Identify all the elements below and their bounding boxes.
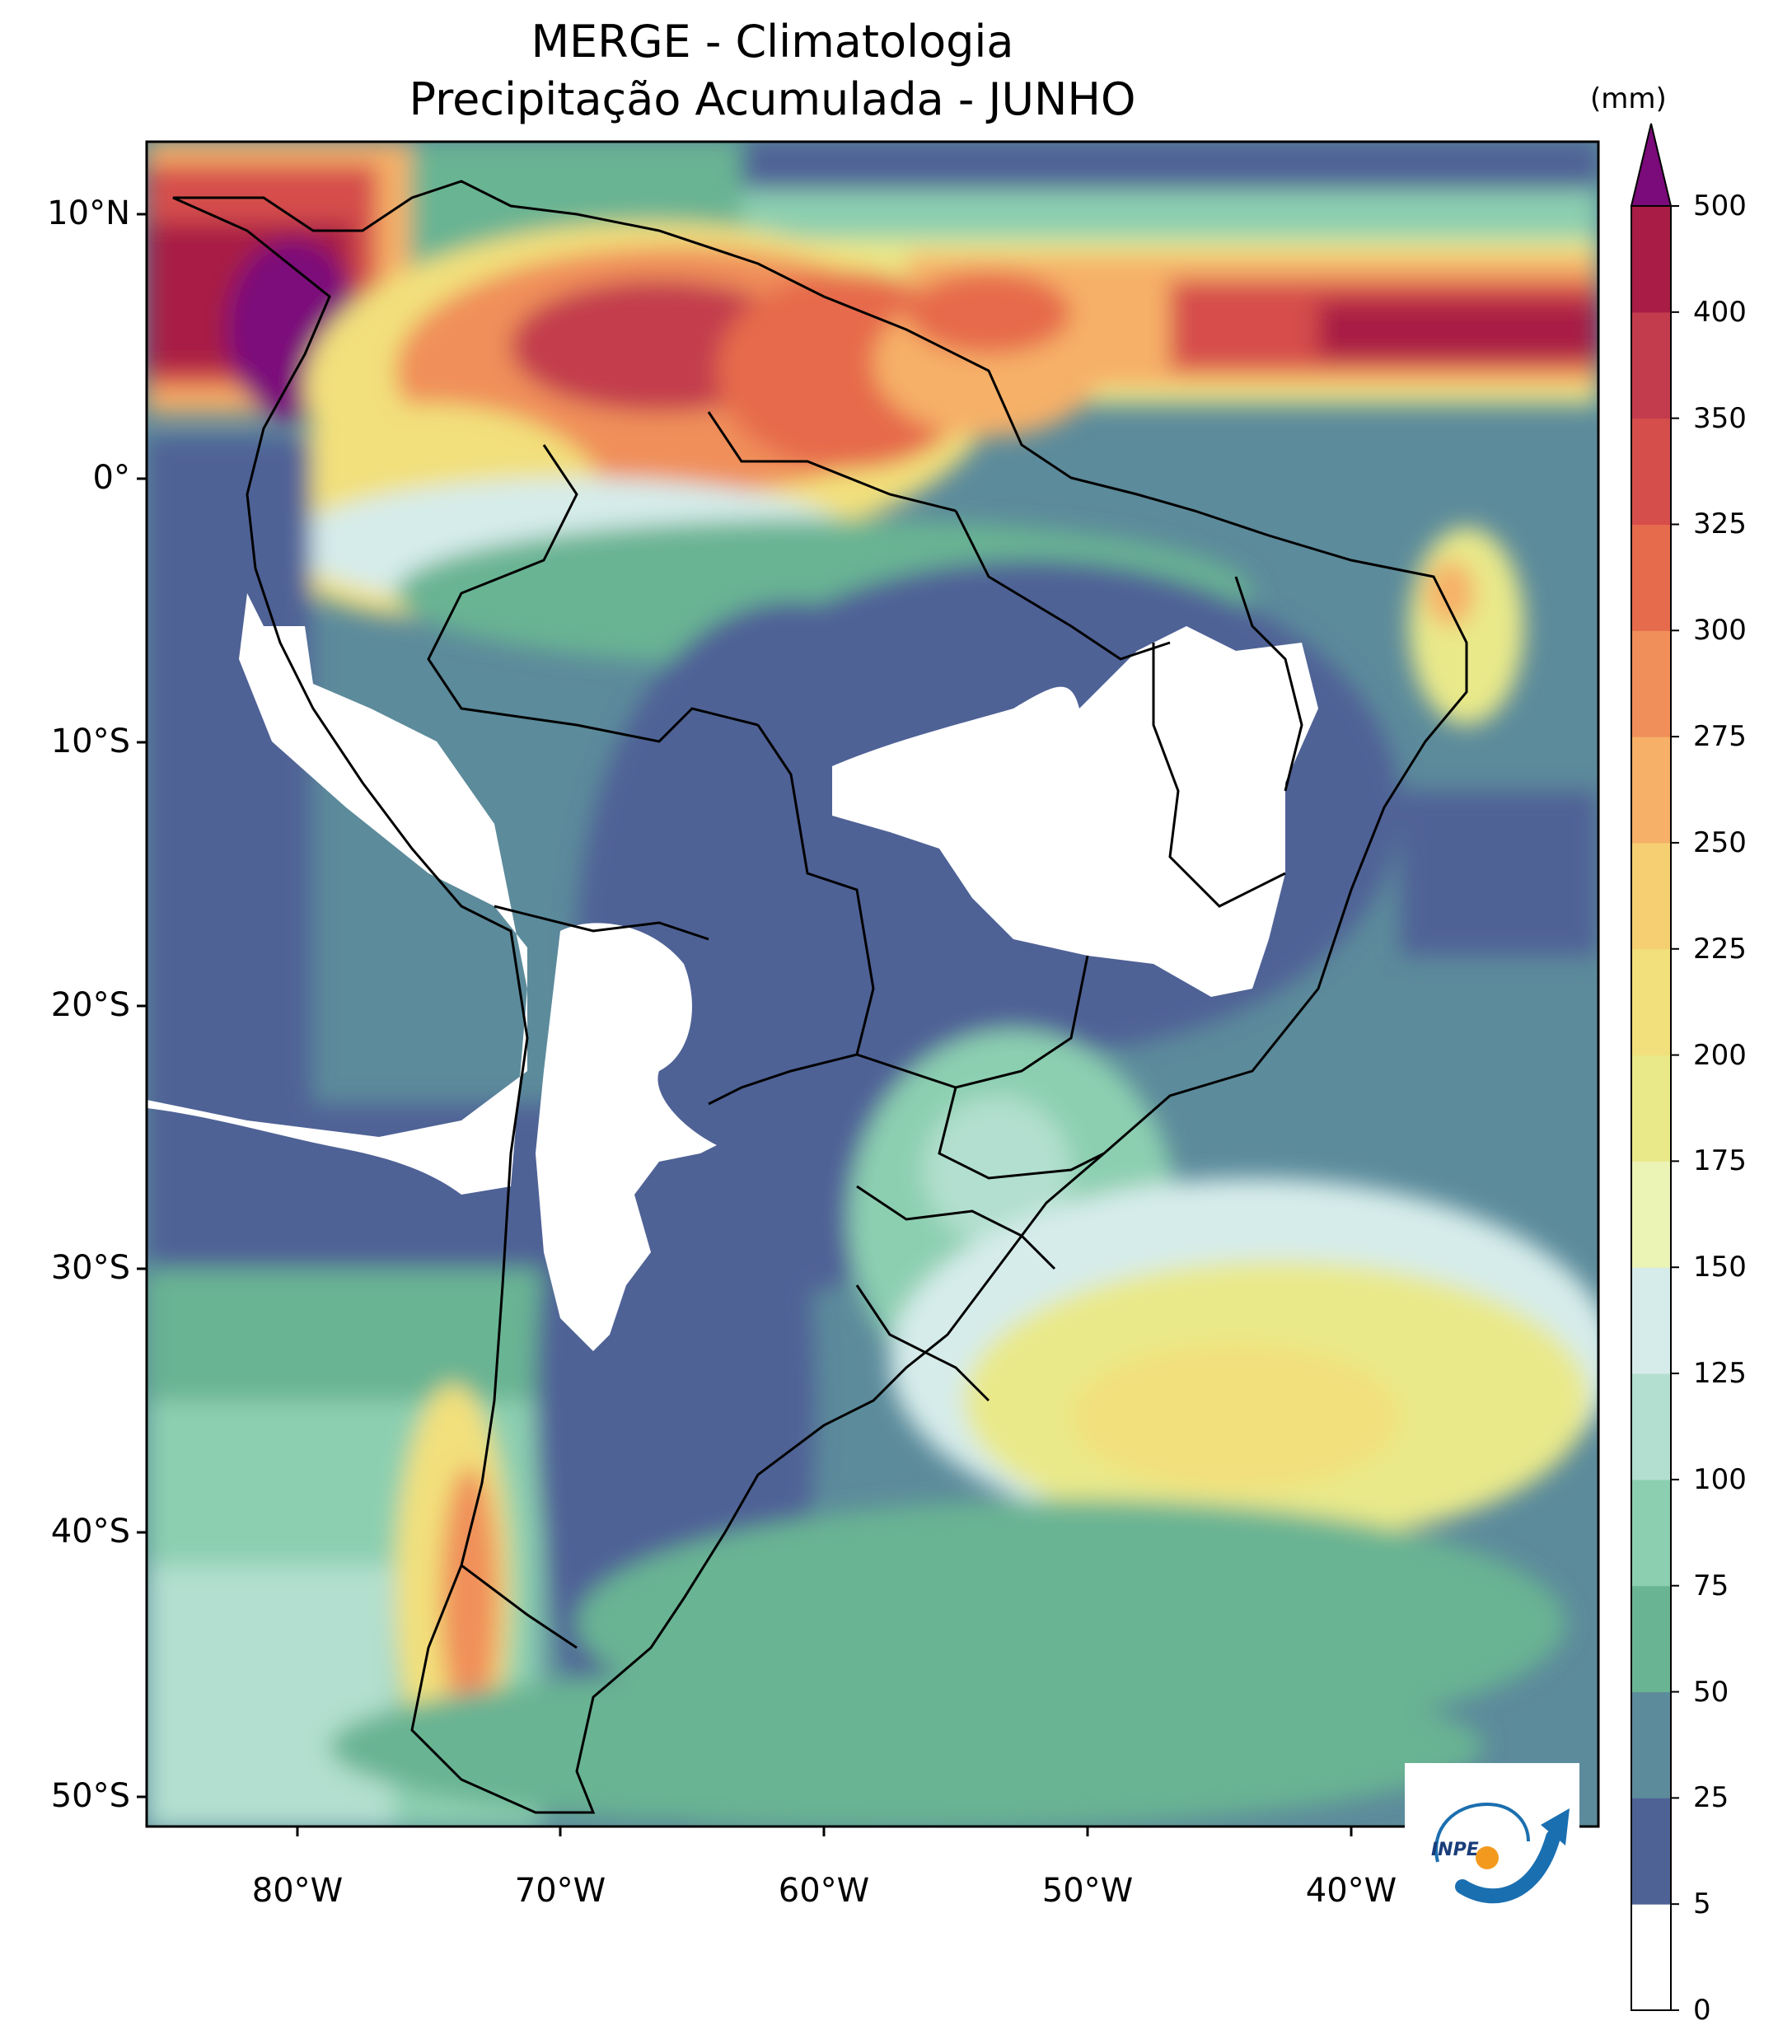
colorbar-segment bbox=[1631, 1691, 1671, 1798]
colorbar-tick-label: 400 bbox=[1693, 295, 1747, 329]
colorbar-tick-label: 50 bbox=[1693, 1675, 1729, 1709]
colorbar-segment bbox=[1631, 737, 1671, 844]
map-frame bbox=[145, 140, 1600, 1828]
colorbar-tick-label: 225 bbox=[1693, 932, 1747, 966]
colorbar-segment bbox=[1631, 1585, 1671, 1693]
precipitation-field bbox=[147, 142, 1598, 1827]
lat-tick-label: 10°N bbox=[47, 194, 130, 232]
logo-text: INPE bbox=[1431, 1840, 1479, 1860]
lon-tick-label: 60°W bbox=[778, 1872, 870, 1910]
colorbar-tick-label: 350 bbox=[1693, 401, 1747, 435]
lon-tick-label: 70°W bbox=[514, 1872, 606, 1910]
colorbar-segment bbox=[1631, 1798, 1671, 1905]
inpe-logo: INPE bbox=[1405, 1763, 1579, 1934]
colorbar-segment bbox=[1631, 1267, 1671, 1374]
lon-tick-label: 50°W bbox=[1041, 1872, 1134, 1910]
colorbar-tick-label: 5 bbox=[1693, 1887, 1711, 1921]
lat-tick-label: 40°S bbox=[50, 1513, 130, 1551]
colorbar-tick-label: 125 bbox=[1693, 1357, 1747, 1391]
lat-tick-label: 10°S bbox=[50, 723, 130, 760]
colorbar-tick-label: 75 bbox=[1693, 1569, 1729, 1602]
colorbar-frame bbox=[1631, 205, 1672, 2011]
lon-tick-label: 40°W bbox=[1305, 1872, 1397, 1910]
colorbar-segment bbox=[1631, 524, 1671, 631]
colorbar-tick-label: 325 bbox=[1693, 507, 1747, 541]
lat-tick-label: 50°S bbox=[50, 1777, 130, 1815]
colorbar-tick-label: 150 bbox=[1693, 1251, 1747, 1284]
axis-ticks bbox=[137, 213, 1353, 1836]
colorbar-tick-label: 500 bbox=[1693, 189, 1747, 222]
colorbar-tick-label: 275 bbox=[1693, 720, 1747, 754]
colorbar-segment bbox=[1631, 1904, 1671, 2011]
lat-tick-label: 20°S bbox=[50, 986, 130, 1024]
colorbar-tick-label: 25 bbox=[1693, 1781, 1729, 1815]
colorbar-segment bbox=[1631, 1479, 1671, 1587]
colorbar bbox=[1630, 123, 1679, 2011]
lon-tick-label: 80°W bbox=[251, 1872, 344, 1910]
colorbar-segment bbox=[1631, 842, 1671, 950]
dry-zones bbox=[147, 593, 1318, 1351]
colorbar-segment bbox=[1631, 206, 1671, 313]
colorbar-segment bbox=[1631, 1055, 1671, 1162]
lat-tick-label: 30°S bbox=[50, 1249, 130, 1287]
colorbar-tick-label: 0 bbox=[1693, 1994, 1711, 2027]
colorbar-segment bbox=[1631, 1161, 1671, 1268]
colorbar-segment bbox=[1631, 311, 1671, 419]
colorbar-segment bbox=[1631, 948, 1671, 1056]
colorbar-tick-label: 300 bbox=[1693, 614, 1747, 648]
colorbar-segment bbox=[1631, 630, 1671, 737]
colorbar-tick-label: 175 bbox=[1693, 1144, 1747, 1178]
colorbar-tick-label: 200 bbox=[1693, 1038, 1747, 1072]
lat-tick-label: 0° bbox=[92, 459, 130, 497]
map-title: MERGE - Climatologia bbox=[531, 16, 1014, 68]
map-subtitle: Precipitação Acumulada - JUNHO bbox=[409, 73, 1136, 125]
colorbar-tick-label: 100 bbox=[1693, 1462, 1747, 1496]
colorbar-extend-arrow bbox=[1630, 123, 1673, 207]
colorbar-tick-label: 250 bbox=[1693, 826, 1747, 859]
colorbar-segment bbox=[1631, 1373, 1671, 1480]
colorbar-segment bbox=[1631, 418, 1671, 525]
country-borders bbox=[172, 180, 1468, 1814]
colorbar-units: (mm) bbox=[1590, 82, 1667, 115]
